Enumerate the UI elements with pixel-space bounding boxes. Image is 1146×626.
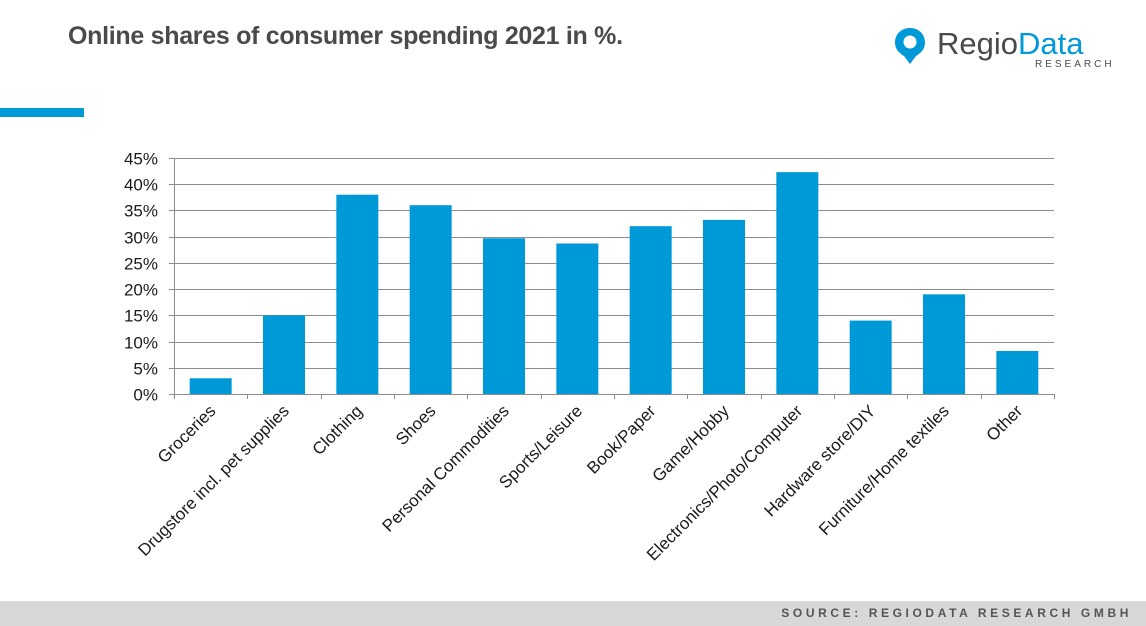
- y-tick-label: 15%: [124, 307, 158, 326]
- bar-layer: [189, 172, 1039, 394]
- bar: [629, 226, 672, 394]
- category-label: Drugstore incl. pet supplies: [134, 401, 292, 559]
- y-tick-label: 5%: [133, 360, 158, 379]
- y-tick-label: 0%: [133, 386, 158, 405]
- logo-word-data: Data: [1018, 26, 1084, 61]
- axis-layer: [174, 158, 1055, 399]
- category-label: Book/Paper: [583, 401, 659, 477]
- source-label: SOURCE: REGIODATA RESEARCH GMBH: [781, 606, 1132, 620]
- accent-bar: [0, 108, 84, 117]
- bar: [263, 315, 305, 394]
- y-tick-label: 25%: [124, 255, 158, 274]
- logo: RegioData RESEARCH: [893, 22, 1123, 72]
- page-title: Online shares of consumer spending 2021 …: [68, 22, 623, 50]
- bar: [996, 350, 1039, 394]
- y-tick-label: 45%: [124, 150, 158, 169]
- bar: [556, 243, 599, 394]
- logo-wordmark: RegioData: [937, 26, 1083, 62]
- bar: [483, 238, 525, 394]
- category-label: Clothing: [309, 401, 367, 459]
- category-label: Personal Commodities: [378, 401, 512, 535]
- bar: [409, 205, 452, 394]
- y-tick-label: 20%: [124, 281, 158, 300]
- bar: [189, 378, 232, 394]
- bar: [849, 320, 892, 394]
- bar: [703, 219, 745, 394]
- logo-subtitle: RESEARCH: [1035, 59, 1115, 70]
- bar: [336, 194, 379, 394]
- category-label: Other: [983, 401, 1027, 445]
- bar: [923, 294, 965, 394]
- y-tick-label: 30%: [124, 229, 158, 248]
- bar-chart: 0% 5% 10% 15% 20% 25% 30% 35% 40% 45% GroceriesDru…: [124, 150, 1055, 564]
- category-label: Shoes: [392, 401, 440, 449]
- footer-bar: SOURCE: REGIODATA RESEARCH GMBH: [0, 601, 1146, 626]
- y-tick-label: 10%: [124, 334, 158, 353]
- category-label: Groceries: [154, 401, 220, 467]
- y-tick-label: 35%: [124, 202, 158, 221]
- y-tick-label: 40%: [124, 176, 158, 195]
- map-pin-icon: [895, 28, 925, 64]
- category-label: Furniture/Home textiles: [815, 401, 953, 539]
- logo-word-regio: Regio: [937, 26, 1018, 61]
- category-label: Electronics/Photo/Computer: [643, 401, 806, 564]
- bar: [776, 172, 819, 394]
